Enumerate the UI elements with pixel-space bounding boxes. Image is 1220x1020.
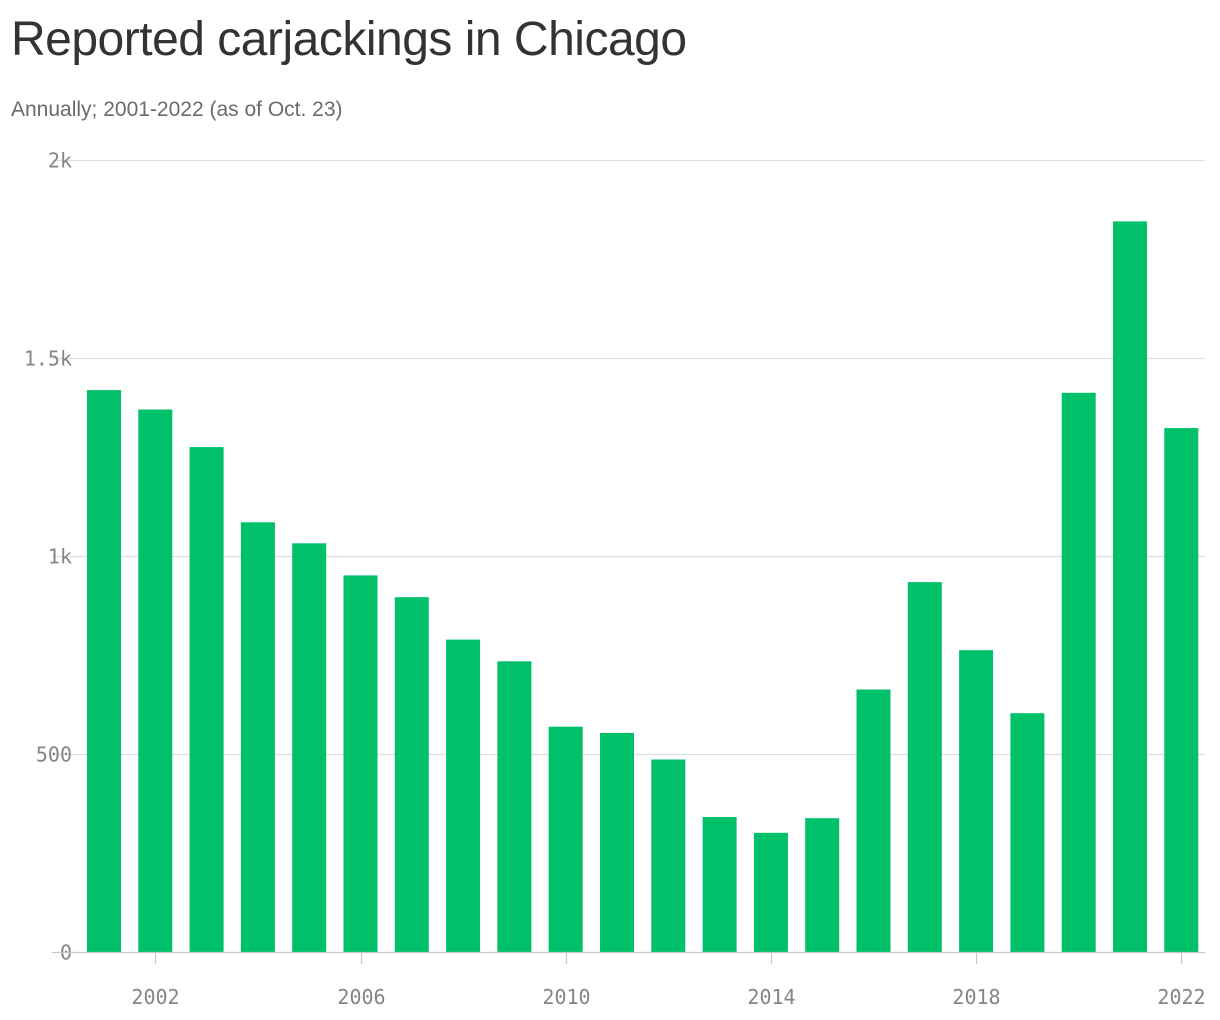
- bar-2006: [343, 575, 378, 952]
- bar-2008: [446, 639, 481, 952]
- bar-2011: [600, 733, 634, 952]
- bar-2014: [753, 832, 788, 952]
- bar-2017: [907, 582, 942, 952]
- y-tick-label: 2k: [48, 149, 72, 173]
- bar-2012: [651, 759, 686, 952]
- bar-2007: [394, 597, 429, 952]
- bar-2002: [138, 409, 173, 952]
- bar-2018: [959, 650, 994, 952]
- x-tick-label: 2014: [747, 985, 795, 1009]
- x-tick-label: 2022: [1157, 985, 1205, 1009]
- bar-2003: [189, 447, 224, 952]
- bar-2001: [87, 390, 121, 953]
- bar-2019: [1010, 713, 1045, 952]
- bar-2021: [1113, 221, 1147, 952]
- bar-2015: [805, 818, 840, 952]
- y-tick-label: 1.5k: [24, 347, 72, 371]
- x-tick-label: 2018: [952, 985, 1000, 1009]
- x-axis: 2002 2006 2010 2014 2018 2022: [52, 951, 1206, 1009]
- x-tick-label: 2002: [131, 985, 179, 1009]
- bar-2004: [240, 522, 275, 952]
- gridlines: [52, 159, 1205, 756]
- chart-title: Reported carjackings in Chicago: [11, 13, 687, 66]
- bar-2022: [1164, 428, 1199, 953]
- bars: [87, 221, 1199, 953]
- y-tick-label: 1k: [48, 545, 72, 569]
- bar-2020: [1061, 392, 1096, 952]
- bar-2010: [548, 726, 583, 952]
- x-tick-label: 2010: [542, 985, 590, 1009]
- y-tick-label: 500: [36, 743, 72, 767]
- bar-2005: [292, 543, 327, 952]
- x-tick-label: 2006: [337, 985, 385, 1009]
- bar-2013: [702, 817, 737, 952]
- chart-subtitle: Annually; 2001-2022 (as of Oct. 23): [11, 98, 343, 121]
- bar-2009: [497, 661, 532, 952]
- bar-2016: [856, 689, 891, 952]
